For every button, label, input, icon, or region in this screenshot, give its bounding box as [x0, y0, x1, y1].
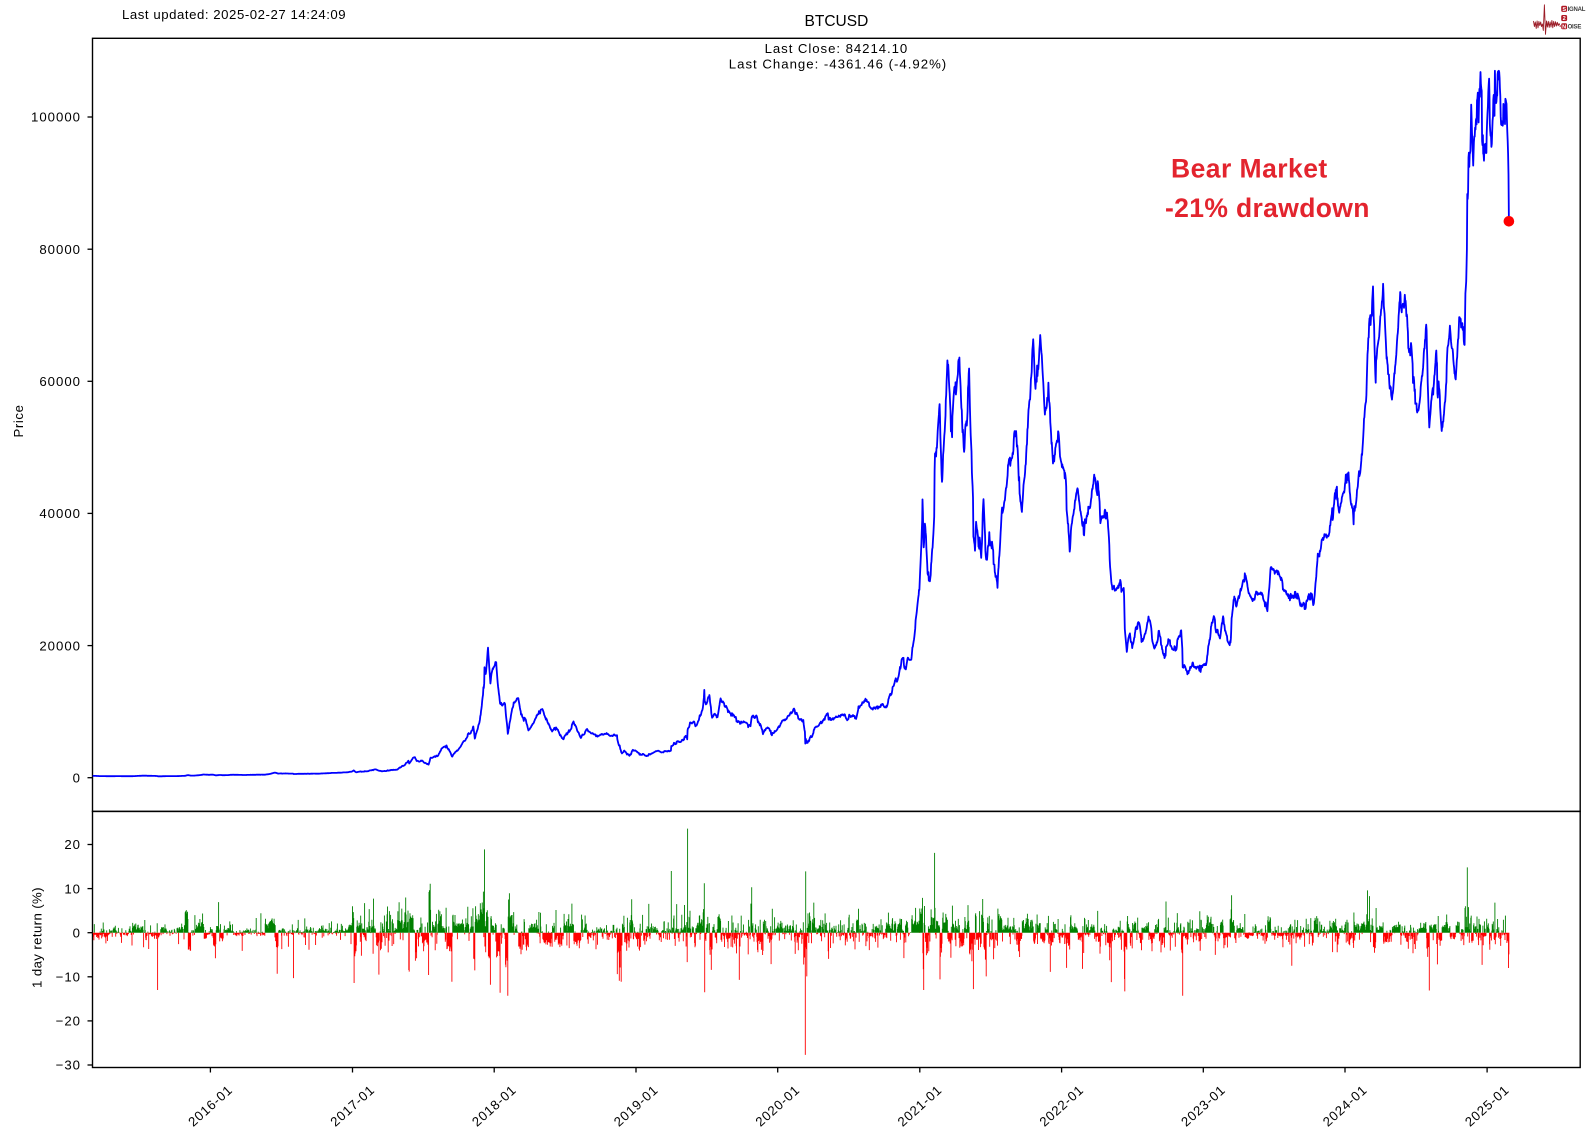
- svg-text:IGNAL: IGNAL: [1568, 7, 1586, 13]
- svg-text:−20: −20: [56, 1014, 81, 1029]
- svg-text:S: S: [1562, 7, 1566, 13]
- svg-text:20000: 20000: [39, 638, 81, 653]
- svg-text:1 day return (%): 1 day return (%): [30, 887, 45, 988]
- svg-text:Price: Price: [11, 404, 26, 437]
- svg-text:Last Change: -4361.46 (-4.92%): Last Change: -4361.46 (-4.92%): [729, 57, 947, 72]
- svg-text:80000: 80000: [39, 242, 81, 257]
- svg-text:-21% drawdown: -21% drawdown: [1165, 193, 1370, 223]
- svg-text:Last Close: 84214.10: Last Close: 84214.10: [765, 41, 909, 56]
- svg-text:Last updated: 2025-02-27 14:24: Last updated: 2025-02-27 14:24:09: [122, 7, 346, 22]
- svg-text:2: 2: [1563, 16, 1566, 22]
- svg-text:40000: 40000: [39, 506, 81, 521]
- svg-text:−30: −30: [56, 1058, 81, 1073]
- svg-text:60000: 60000: [39, 374, 81, 389]
- svg-text:100000: 100000: [31, 110, 81, 125]
- svg-text:OISE: OISE: [1568, 24, 1582, 30]
- svg-text:0: 0: [73, 925, 81, 940]
- svg-text:20: 20: [64, 837, 81, 852]
- svg-text:Bear Market: Bear Market: [1171, 154, 1328, 184]
- svg-text:N: N: [1562, 24, 1566, 30]
- svg-text:10: 10: [64, 881, 81, 896]
- svg-text:0: 0: [73, 770, 81, 785]
- svg-text:BTCUSD: BTCUSD: [805, 13, 869, 30]
- svg-text:−10: −10: [56, 970, 81, 985]
